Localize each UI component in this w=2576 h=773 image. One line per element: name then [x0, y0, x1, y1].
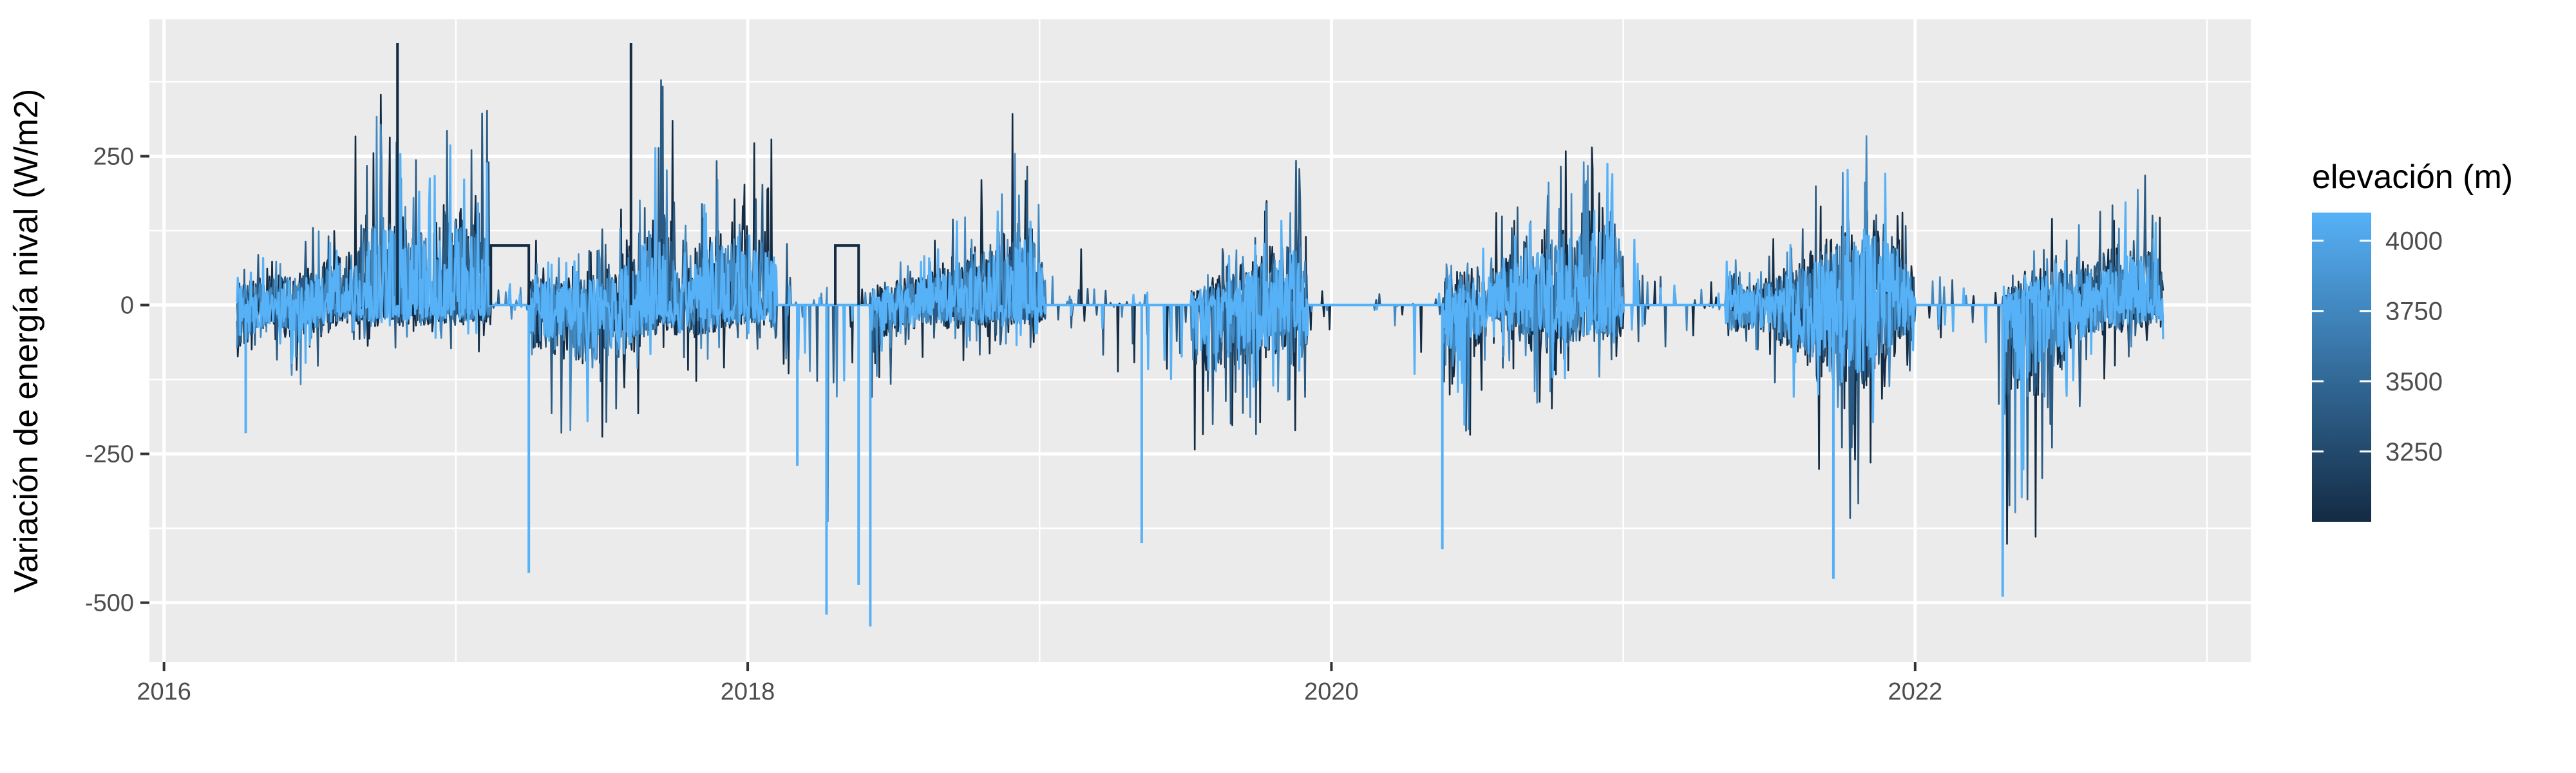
plot-panel: [149, 19, 2251, 662]
y-axis: -500 -250 0 250: [85, 144, 149, 617]
x-tick-label: 2018: [721, 678, 775, 705]
y-tick-label: 250: [93, 144, 134, 171]
colorbar-tick-label: 3750: [2385, 298, 2443, 326]
colorbar-tick-label: 3500: [2385, 368, 2443, 396]
y-tick-label: -500: [85, 590, 134, 617]
x-axis: 2016 2018 2020 2022: [137, 662, 1942, 705]
x-tick-label: 2020: [1304, 678, 1359, 705]
color-legend: elevación (m) 3250 3500 3750 4000: [2312, 158, 2513, 522]
series-flat-segment: [834, 244, 860, 305]
minor-gridlines: [149, 19, 2251, 662]
series-flat-segment: [489, 244, 531, 305]
colorbar: [2312, 213, 2371, 522]
colorbar-ticks: 3250 3500 3750 4000: [2312, 227, 2443, 466]
y-tick-label: 0: [120, 292, 134, 320]
x-tick-label: 2022: [1888, 678, 1943, 705]
legend-title: elevación (m): [2312, 158, 2513, 196]
series-line-elev-layer: [236, 144, 2164, 501]
colorbar-tick-label: 4000: [2385, 227, 2443, 256]
colorbar-tick-label: 3250: [2385, 438, 2443, 466]
x-tick-label: 2016: [137, 678, 191, 705]
data-series-lines: [236, 43, 2164, 627]
y-axis-title: Variación de energía nival (W/m2): [8, 89, 45, 593]
y-tick-label: -250: [85, 441, 134, 468]
